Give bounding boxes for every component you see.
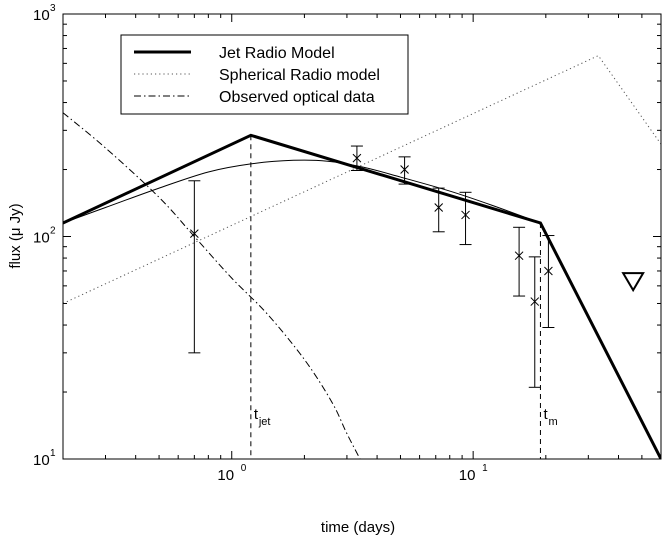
series-line [63, 133, 661, 459]
point-marker [461, 210, 470, 220]
point-marker [544, 266, 553, 276]
vline-label-subscript: m [548, 416, 557, 428]
x-axis-label: time (days) [321, 519, 395, 536]
data-points-group [188, 145, 645, 388]
legend-box [120, 34, 409, 115]
data-point [398, 156, 411, 185]
x-tick-label: 10 [217, 467, 234, 484]
axes-group: 10 0 10 110 110 210 3 [33, 3, 662, 484]
series-group [63, 55, 661, 459]
point-marker [514, 251, 524, 261]
legend-label: Spherical Radio model [219, 67, 380, 84]
series-line [63, 159, 541, 224]
y-tick-label: 10 [33, 452, 50, 469]
x-tick-label-exponent: 0 [241, 463, 247, 474]
x-tick-label-exponent: 1 [482, 463, 488, 474]
point-marker [352, 153, 362, 163]
legend: Jet Radio Model Spherical Radio model Obse… [120, 34, 409, 115]
data-point [542, 235, 555, 328]
point-marker [189, 229, 199, 238]
vline-label-subscript: jet [258, 416, 271, 428]
vline-label: t [543, 406, 548, 423]
y-tick-label: 10 [33, 230, 50, 247]
y-tick-label-exponent: 2 [50, 226, 56, 237]
data-point [513, 226, 526, 297]
vertical-markers: t jet t m [250, 135, 558, 459]
data-point [350, 145, 363, 171]
data-point [188, 180, 201, 354]
vline-label: t [254, 406, 259, 423]
data-point [528, 256, 541, 388]
point-marker [434, 203, 444, 212]
legend-label: Jet Radio Model [219, 45, 335, 62]
point-marker [530, 297, 540, 306]
data-point [459, 191, 472, 246]
series-line [63, 112, 361, 459]
upper-limit-marker [621, 272, 645, 293]
legend-label: Observed optical data [219, 89, 375, 106]
x-tick-label: 10 [459, 467, 476, 484]
y-tick-label-exponent: 1 [50, 448, 56, 459]
y-tick-label-exponent: 3 [50, 3, 56, 14]
y-axis-label: flux (μ Jy) [7, 203, 24, 268]
y-tick-label: 10 [33, 7, 50, 24]
data-point [432, 187, 445, 233]
point-marker [400, 165, 409, 174]
